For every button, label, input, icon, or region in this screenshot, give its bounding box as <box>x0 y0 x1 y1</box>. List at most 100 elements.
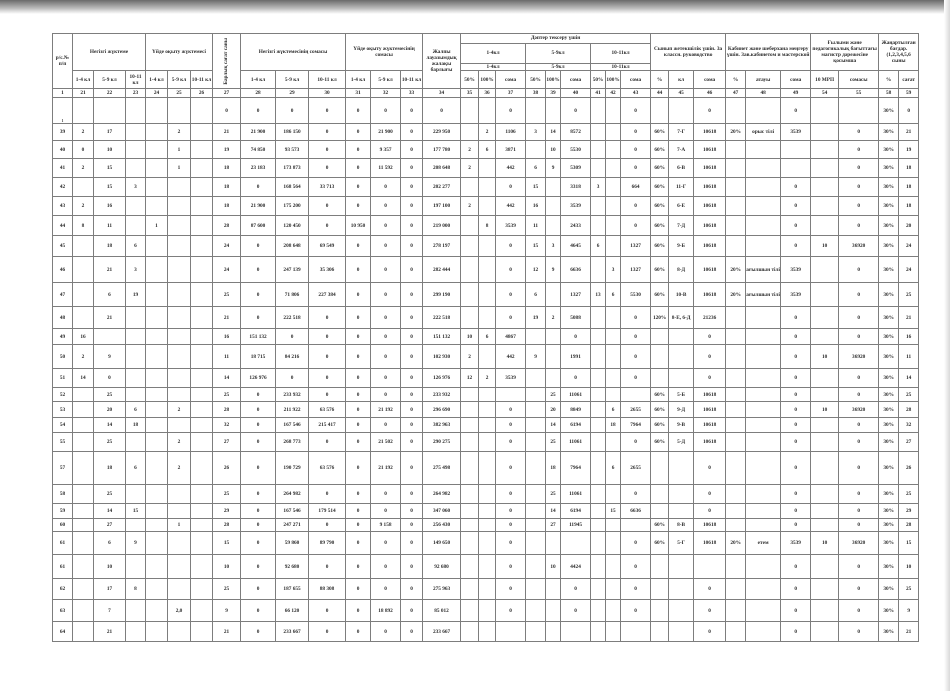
table-cell: 0 <box>345 196 372 217</box>
table-cell: 18 <box>605 417 622 434</box>
table-cell: 0 <box>495 484 527 505</box>
table-cell <box>478 177 497 198</box>
table-cell: 0 <box>240 531 277 556</box>
table-cell: 0 <box>240 554 277 580</box>
table-cell <box>167 196 191 217</box>
table-cell: 0 <box>780 177 812 198</box>
table-cell: 0 <box>495 401 527 419</box>
table-cell: 0 <box>495 432 527 453</box>
table-cell: 0 <box>370 387 402 403</box>
table-cell <box>145 518 168 533</box>
table-cell: 92 680 <box>275 554 310 580</box>
table-cell <box>590 368 607 389</box>
table-cell: 442 <box>495 344 527 370</box>
table-cell: 0 <box>308 432 347 453</box>
table-cell: 2 <box>478 368 497 389</box>
table-cell <box>590 387 607 403</box>
table-cell: 0 <box>400 256 424 284</box>
table-cell <box>189 417 214 434</box>
header-home-load: Үйде оқыту жүктемесі <box>144 32 214 72</box>
table-cell <box>460 451 480 486</box>
row-number-cell: 1 <box>52 97 73 125</box>
table-cell <box>460 621 480 643</box>
table-cell <box>745 503 782 520</box>
table-cell <box>460 97 480 125</box>
column-number: 23 <box>125 88 146 99</box>
table-cell <box>668 484 695 505</box>
table-cell: 0 <box>620 344 652 370</box>
table-cell: 30% <box>878 451 900 486</box>
table-cell <box>725 484 747 505</box>
table-cell: 14 <box>93 503 126 520</box>
table-cell <box>478 344 497 370</box>
table-cell <box>189 97 214 125</box>
table-cell <box>605 215 622 237</box>
header-pct50: 50% <box>590 70 607 90</box>
table-cell: 0 <box>620 328 652 346</box>
table-cell: 84 216 <box>275 344 310 370</box>
table-cell <box>72 282 94 308</box>
table-cell: 1327 <box>620 256 652 284</box>
table-cell <box>525 503 547 520</box>
header-pct100: 100% <box>605 70 622 90</box>
table-cell: 0 <box>693 621 727 643</box>
table-cell: 2 <box>460 196 480 217</box>
table-cell <box>668 328 695 346</box>
table-cell: 10618 <box>693 235 727 258</box>
column-number: 26 <box>189 88 214 99</box>
table-cell: 0 <box>400 432 424 453</box>
table-cell <box>460 256 480 284</box>
table-cell: 229 950 <box>422 123 462 142</box>
table-cell <box>810 177 840 198</box>
header-main-load: Негізгі жүктеме <box>72 32 146 72</box>
table-cell: 0 <box>345 503 372 520</box>
table-cell <box>745 215 782 237</box>
table-row: 61 6 9 15 0 59 860 89 790 0 0 0 149 650 0 0 60% 5-Г 106… <box>52 531 920 556</box>
table-cell <box>72 235 94 258</box>
table-cell <box>745 484 782 505</box>
table-cell <box>478 503 497 520</box>
header-grade: 5-9 кл <box>93 70 126 90</box>
table-cell <box>620 518 652 533</box>
table-cell: 0 <box>838 306 880 330</box>
table-cell: 0 <box>345 282 372 308</box>
table-cell: 9-В <box>668 417 695 434</box>
table-cell: 0 <box>780 599 812 623</box>
table-cell: 151 132 <box>422 328 462 346</box>
table-cell: 21 <box>898 621 920 643</box>
table-cell <box>650 97 670 125</box>
table-cell: 30% <box>878 235 900 258</box>
table-cell: 0 <box>560 328 592 346</box>
table-cell <box>810 256 840 284</box>
table-cell: 2 <box>167 451 191 486</box>
header-grade: 5-9 кл <box>370 70 402 90</box>
table-row: 54 14 18 32 0 167 546 215 417 0 0 0 382 963 0 14 6194… <box>52 417 920 434</box>
header-grade: 10-11 кл <box>125 70 146 90</box>
column-number: 28 <box>240 88 277 99</box>
column-number: 27 <box>212 88 242 99</box>
table-cell: 296 690 <box>422 401 462 419</box>
header-total-salary: Жалпы лауазымдық жалақы барлығы <box>422 32 462 90</box>
table-cell: 0 <box>780 306 812 330</box>
table-cell <box>189 599 214 623</box>
table-cell: 36920 <box>838 235 880 258</box>
table-cell: 0 <box>370 484 402 505</box>
table-cell: 15 <box>898 531 920 556</box>
table-cell: 0 <box>370 344 402 370</box>
table-cell: 0 <box>620 531 652 556</box>
header-cabinet: Кабинет және шеберхана меңгеру үшін. Зав… <box>725 32 812 72</box>
table-cell: 0 <box>308 97 347 125</box>
table-cell: 6 <box>525 158 547 179</box>
table-cell: 2 <box>72 196 94 217</box>
table-cell <box>167 344 191 370</box>
table-cell: 0 <box>780 196 812 217</box>
table-cell: 0 <box>345 432 372 453</box>
table-cell <box>189 256 214 284</box>
column-number: 35 <box>460 88 480 99</box>
table-cell <box>745 158 782 179</box>
table-cell <box>145 531 168 556</box>
table-cell <box>525 417 547 434</box>
table-cell: 25 <box>93 387 126 403</box>
table-cell: 30% <box>878 97 900 125</box>
table-cell <box>189 196 214 217</box>
